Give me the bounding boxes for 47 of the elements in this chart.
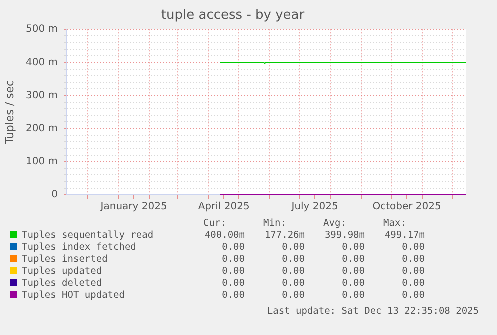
text: 0.00 (281, 242, 305, 254)
chart-title: tuple access - by year (161, 8, 306, 24)
text: Cur: (202, 218, 228, 230)
y-tick-label: 200 m (26, 123, 58, 134)
text: 0.00 (281, 266, 305, 278)
legend-label: Tuples inserted (21, 254, 109, 266)
text: 399.98m (324, 230, 365, 242)
text: Last update: Sat Dec 13 22:35:08 2025 (267, 306, 479, 317)
text: 499.17m (384, 230, 425, 242)
y-tick-label: 500 m (26, 24, 58, 36)
text: 0.00 (221, 242, 245, 254)
text: 0.00 (401, 290, 425, 302)
text: 0.00 (401, 278, 425, 290)
y-axis-title: Tuples / sec (3, 80, 16, 146)
y-tick-label: 100 m (26, 156, 58, 168)
legend-label: Tuples index fetched (21, 242, 138, 254)
text: Min: (262, 218, 288, 230)
x-tick-label: July 2025 (290, 202, 338, 213)
text: 0.00 (281, 290, 305, 302)
y-tick-label: 300 m (26, 90, 58, 102)
text: 0.00 (221, 266, 245, 278)
text: 0.00 (281, 278, 305, 290)
text: Avg: (322, 218, 348, 230)
text: 0.00 (401, 254, 425, 266)
text: 400.00m (204, 230, 245, 242)
text: 0.00 (401, 266, 425, 278)
text: 0.00 (221, 254, 245, 266)
legend-label: Tuples sequentally read (21, 230, 155, 242)
text: 0.00 (341, 290, 365, 302)
legend-label: Tuples HOT updated (21, 290, 126, 302)
x-tick-label: October 2025 (372, 202, 442, 213)
text: 177.26m (264, 230, 305, 242)
text: 0.00 (221, 278, 245, 290)
text: 0.00 (341, 242, 365, 254)
y-tick-label: 0 (52, 190, 58, 201)
text: 0.00 (341, 278, 365, 290)
text: 0.00 (401, 242, 425, 254)
legend-label: Tuples updated (21, 266, 104, 278)
text: 0.00 (221, 290, 245, 302)
text: 0.00 (281, 254, 305, 266)
legend-label: Tuples deleted (21, 278, 104, 290)
text: Max: (382, 218, 408, 230)
text: 0.00 (341, 266, 365, 278)
x-tick-label: January 2025 (100, 202, 168, 213)
text: 0.00 (341, 254, 365, 266)
x-tick-label: April 2025 (198, 202, 250, 213)
y-tick-label: 400 m (26, 57, 58, 68)
